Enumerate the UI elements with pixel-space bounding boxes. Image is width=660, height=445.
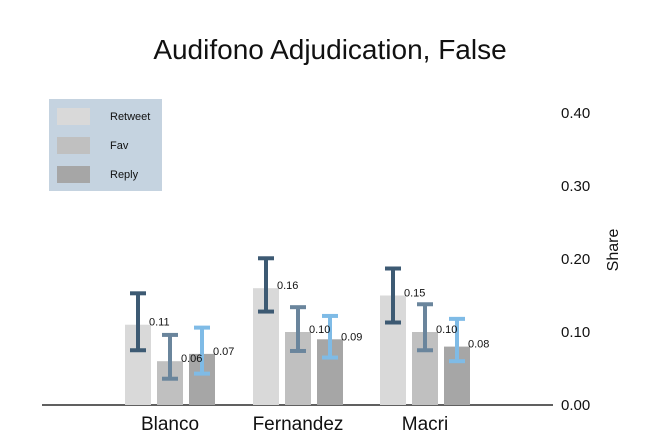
error-bar <box>417 302 433 353</box>
x-category-label: Blanco <box>141 414 199 435</box>
data-label: 0.09 <box>341 331 362 343</box>
error-bar <box>290 305 306 353</box>
data-label: 0.06 <box>181 353 202 365</box>
x-category-label: Macri <box>402 414 448 435</box>
legend-label: Fav <box>110 140 129 152</box>
data-label: 0.10 <box>436 324 457 336</box>
error-bar <box>322 313 338 360</box>
y-axis-label: Share <box>605 229 622 272</box>
data-label: 0.16 <box>277 280 298 292</box>
legend-swatch <box>57 137 90 154</box>
legend: Retweet Fav Reply <box>49 99 162 191</box>
error-bar <box>130 291 146 353</box>
legend-swatch <box>57 166 90 183</box>
data-label: 0.11 <box>149 317 170 329</box>
error-bar <box>385 266 401 325</box>
y-tick-label: 0.20 <box>561 251 590 268</box>
data-labels-layer: 0.11 0.16 0.15 0.06 0.10 0.10 0.07 0.09 0.08 <box>149 280 489 365</box>
data-label: 0.08 <box>468 339 489 351</box>
chart-title: Audifono Adjudication, False <box>153 34 506 65</box>
data-label: 0.10 <box>309 324 330 336</box>
error-bar <box>162 332 178 381</box>
legend-swatch <box>57 108 90 125</box>
axis-layer: 0.00 0.10 0.20 0.30 0.40 Blanco Fernandez Macri <box>42 105 590 435</box>
error-bar <box>194 325 210 376</box>
x-category-label: Fernandez <box>253 414 344 435</box>
error-bars-layer <box>130 256 465 381</box>
y-tick-label: 0.00 <box>561 397 590 414</box>
y-tick-label: 0.30 <box>561 178 590 195</box>
legend-label: Retweet <box>110 111 150 123</box>
data-label: 0.07 <box>213 346 234 358</box>
data-label: 0.15 <box>404 288 425 300</box>
y-tick-label: 0.40 <box>561 105 590 122</box>
legend-label: Reply <box>110 169 139 181</box>
error-bar <box>449 316 465 364</box>
error-bar <box>258 256 274 314</box>
y-tick-label: 0.10 <box>561 324 590 341</box>
